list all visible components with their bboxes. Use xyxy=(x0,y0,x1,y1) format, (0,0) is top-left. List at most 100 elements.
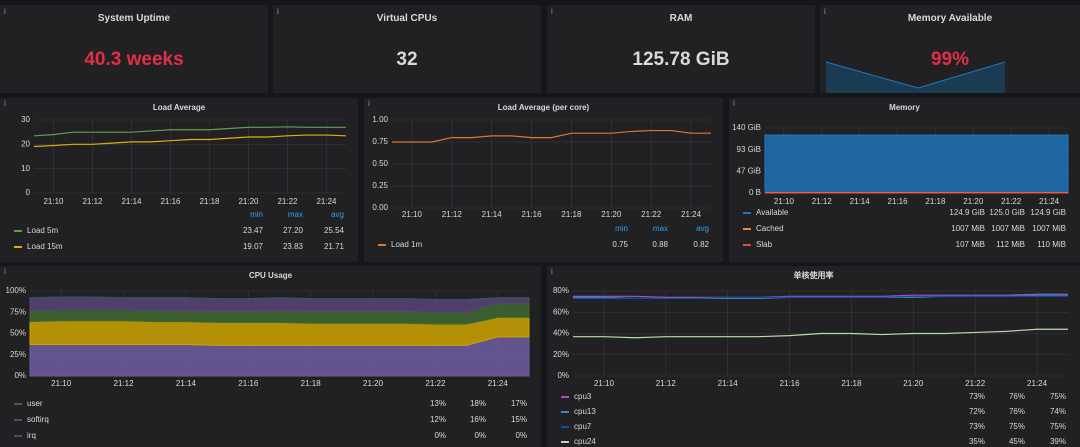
info-icon: i xyxy=(4,99,6,108)
x-tick-label: 21:18 xyxy=(841,379,862,388)
panel-bg xyxy=(0,266,541,447)
sparkline xyxy=(825,61,1006,93)
area xyxy=(764,134,1069,194)
panel: Load Average 0 10 20 30 21:10 21:12 21:14 21:16 2… xyxy=(0,98,358,262)
x-tick-label: 21:22 xyxy=(965,379,986,388)
legend-swatch xyxy=(743,244,751,246)
legend-name: cpu3 xyxy=(574,392,592,401)
x-tick-label: 21:20 xyxy=(238,197,259,206)
legend-value: 21.71 xyxy=(324,242,345,251)
legend-value: 0.75 xyxy=(612,240,628,249)
x-tick-label: 21:12 xyxy=(114,379,135,388)
stacked-area xyxy=(29,316,530,346)
legend-value: 72% xyxy=(969,407,985,416)
stacked-area xyxy=(29,302,530,325)
legend-header: avg xyxy=(696,224,709,233)
y-tick-label: 0 B xyxy=(749,188,761,197)
legend-name: cpu7 xyxy=(574,422,592,431)
legend-value: 1007 MiB xyxy=(991,224,1025,233)
y-tick-label: 40% xyxy=(553,329,569,338)
panel-bg xyxy=(364,98,723,262)
x-tick-label: 21:22 xyxy=(641,210,662,219)
legend-value: 75% xyxy=(1050,392,1066,401)
stacked-area xyxy=(29,296,530,313)
legend-value: 124.9 GiB xyxy=(1030,208,1066,217)
legend-value: 12% xyxy=(430,415,446,424)
legend-value: 1007 MiB xyxy=(951,224,985,233)
x-tick-label: 21:16 xyxy=(522,210,543,219)
legend-swatch xyxy=(14,246,22,248)
line xyxy=(33,126,346,137)
stat-value: 125.78 GiB xyxy=(632,49,730,70)
x-tick-label: 21:22 xyxy=(425,379,446,388)
legend-value: 125.0 GiB xyxy=(989,208,1025,217)
y-tick-label: 100% xyxy=(6,286,26,295)
x-tick-label: 21:10 xyxy=(43,197,64,206)
x-tick-label: 21:24 xyxy=(488,379,509,388)
stat-title: System Uptime xyxy=(97,13,171,24)
legend-name: irq xyxy=(27,431,36,440)
legend-name: Load 1m xyxy=(391,240,422,249)
x-tick-label: 21:18 xyxy=(561,210,582,219)
legend-value: 0% xyxy=(434,431,446,440)
x-tick-label: 21:10 xyxy=(402,210,423,219)
x-tick-label: 21:16 xyxy=(160,197,181,206)
legend-header: max xyxy=(288,210,303,219)
x-tick-label: 21:24 xyxy=(681,210,702,219)
x-tick-label: 21:18 xyxy=(301,379,322,388)
stat-panel: i System Uptime 40.3 weeks xyxy=(0,5,268,93)
legend-value: 45% xyxy=(1009,437,1025,446)
legend-value: 124.9 GiB xyxy=(949,208,985,217)
panel-title: Load Average (per core) xyxy=(498,103,590,112)
legend-swatch xyxy=(561,411,569,413)
line xyxy=(573,328,1068,339)
y-tick-label: 0% xyxy=(14,371,26,380)
legend-value: 74% xyxy=(1050,407,1066,416)
legend-swatch xyxy=(14,403,22,405)
legend-name: Cached xyxy=(756,224,784,233)
legend-value: 18% xyxy=(470,399,486,408)
legend-swatch xyxy=(378,244,386,246)
stat-title: RAM xyxy=(669,13,693,24)
legend-value: 0.82 xyxy=(693,240,709,249)
legend-value: 76% xyxy=(1009,407,1025,416)
line xyxy=(573,293,1068,298)
panel-title: 单核使用率 xyxy=(794,270,834,280)
legend-name: Slab xyxy=(756,240,773,249)
x-tick-label: 21:22 xyxy=(277,197,298,206)
legend-swatch xyxy=(14,435,22,437)
legend-value: 39% xyxy=(1050,437,1066,446)
sparkline-fill xyxy=(826,62,1005,93)
panel-bg xyxy=(0,98,358,262)
stat-panel: i Memory Available 99% xyxy=(820,5,1080,93)
legend-value: 25.54 xyxy=(324,226,345,235)
x-tick-label: 21:12 xyxy=(442,210,463,219)
panel-bg xyxy=(547,266,1080,447)
legend-value: 73% xyxy=(969,422,985,431)
x-tick-label: 21:12 xyxy=(812,197,833,206)
x-tick-label: 21:18 xyxy=(925,197,946,206)
legend-value: 35% xyxy=(969,437,985,446)
y-tick-label: 60% xyxy=(553,307,569,316)
y-tick-label: 0.00 xyxy=(372,203,388,212)
stat-panel: i RAM 125.78 GiB xyxy=(547,5,815,93)
y-tick-label: 25% xyxy=(10,350,26,359)
legend-name: cpu24 xyxy=(574,437,596,446)
panel: 单核使用率 0% 20% 40% 60% 80% 21:10 21:12 21:14 21:16 2… xyxy=(547,266,1080,447)
x-tick-label: 21:16 xyxy=(780,379,801,388)
stat-panel: i Virtual CPUs 32 xyxy=(273,5,541,93)
x-tick-label: 21:24 xyxy=(316,197,337,206)
panel-title: CPU Usage xyxy=(249,271,293,280)
y-tick-label: 0.25 xyxy=(372,181,388,190)
y-tick-label: 0 xyxy=(26,188,31,197)
stacked-area xyxy=(29,336,530,377)
legend-swatch xyxy=(14,230,22,232)
legend-value: 110 MiB xyxy=(1037,240,1066,249)
x-tick-label: 21:14 xyxy=(850,197,871,206)
y-tick-label: 1.00 xyxy=(372,115,388,124)
legend-header: min xyxy=(250,210,263,219)
panel-title: Memory xyxy=(889,103,920,112)
panel-title: Load Average xyxy=(153,103,206,112)
x-tick-label: 21:12 xyxy=(656,379,677,388)
legend-name: softirq xyxy=(27,415,49,424)
